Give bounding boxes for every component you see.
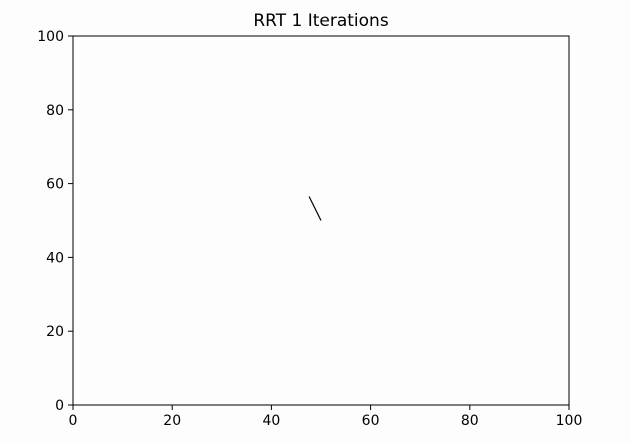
tree-edges [308, 196, 322, 221]
x-tick-label: 20 [163, 413, 181, 429]
y-tick-label: 80 [46, 103, 64, 119]
x-tick-label: 0 [69, 413, 78, 429]
y-axis: 0 20 40 60 80 100 [37, 29, 73, 414]
plot-frame [72, 35, 570, 406]
tree-edge [308, 196, 322, 221]
y-tick-label: 100 [37, 29, 64, 45]
y-tick-label: 60 [46, 177, 64, 193]
x-tick-label: 80 [461, 413, 479, 429]
x-tick-label: 40 [262, 413, 280, 429]
x-tick-label: 100 [556, 413, 583, 429]
y-tick-label: 40 [46, 250, 64, 266]
x-axis: 0 20 40 60 80 100 [69, 405, 583, 429]
y-tick-label: 0 [55, 398, 64, 414]
chart-title: RRT 1 Iterations [253, 11, 389, 31]
y-tick-label: 20 [46, 324, 64, 340]
x-tick-label: 60 [362, 413, 380, 429]
